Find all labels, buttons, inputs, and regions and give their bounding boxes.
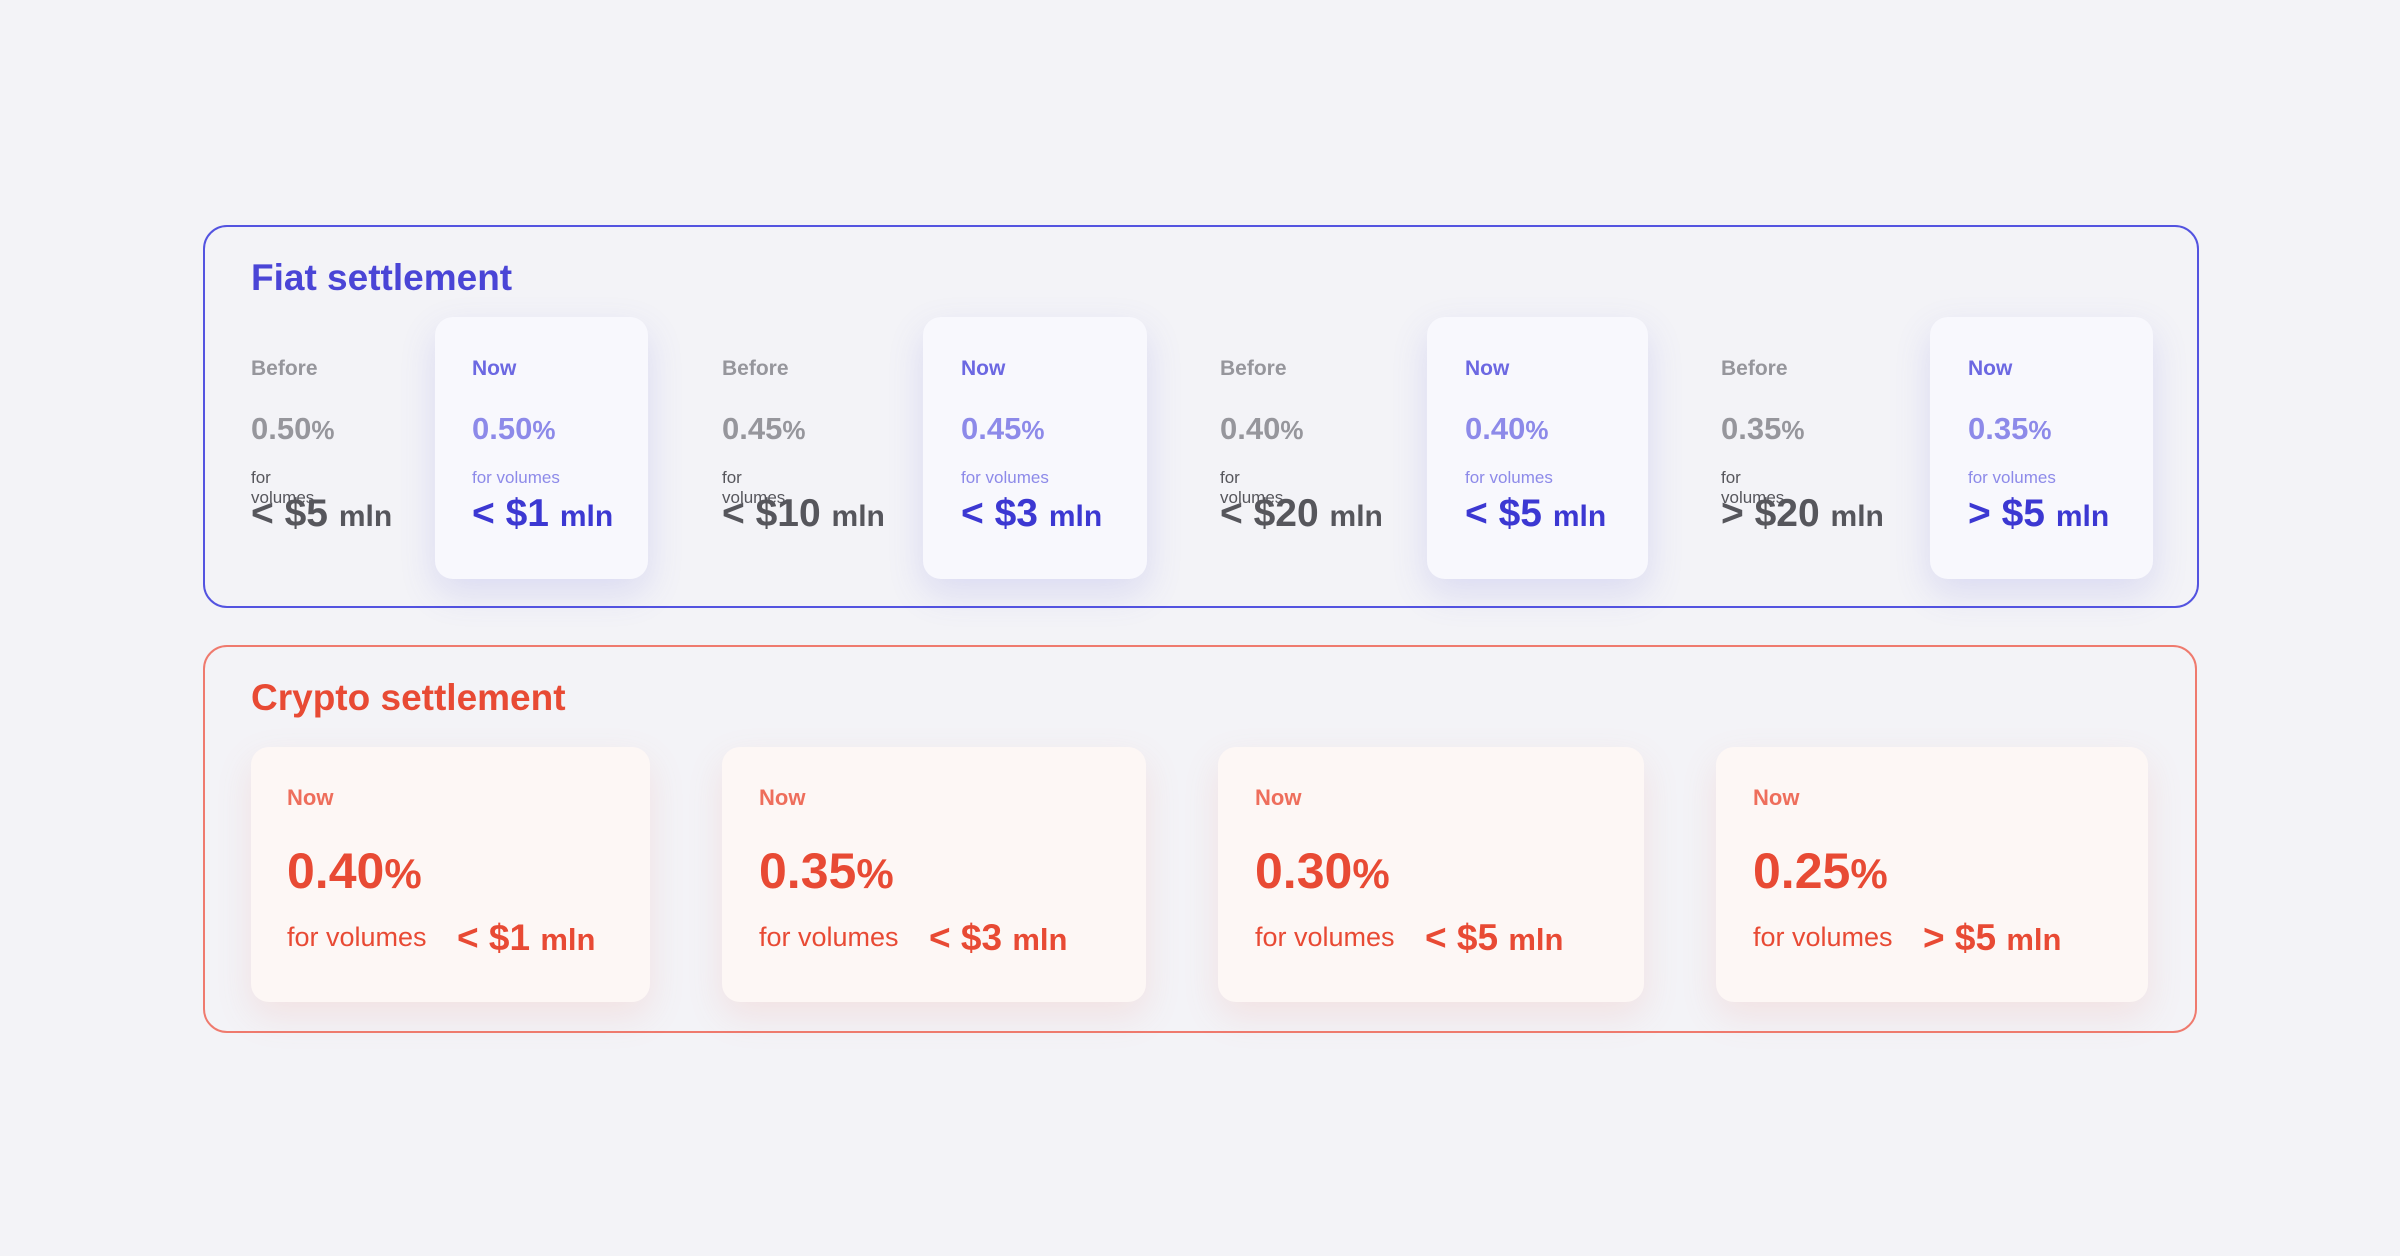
before-fee-percent: 0.35% — [1721, 411, 1805, 446]
volume-label: for volumes — [961, 468, 1049, 487]
before-label: Before — [1721, 357, 1788, 380]
now-label: Now — [961, 357, 1006, 380]
crypto-settlement-title: Crypto settlement — [251, 677, 566, 718]
before-label: Before — [1220, 357, 1287, 380]
fiat-now-card-2: Now 0.45% for volumes < $3 mln — [923, 317, 1147, 579]
volume-label: for volumes — [759, 922, 899, 952]
now-label: Now — [1465, 357, 1510, 380]
volume-threshold: > $5 mln — [1968, 492, 2110, 535]
before-fee-percent: 0.40% — [1220, 411, 1304, 446]
volume-label: for volumes — [251, 468, 315, 507]
crypto-now-card-1: Now 0.40% for volumes < $1 mln — [251, 747, 650, 1002]
volume-label: for volumes — [1465, 468, 1553, 487]
now-fee-percent: 0.25% — [1753, 843, 1888, 899]
fiat-now-card-4: Now 0.35% for volumes > $5 mln — [1930, 317, 2153, 579]
volume-threshold: < $5 mln — [251, 492, 393, 535]
now-label: Now — [1255, 785, 1302, 810]
now-fee-percent: 0.50% — [472, 411, 556, 446]
now-label: Now — [472, 357, 517, 380]
fiat-now-card-3: Now 0.40% for volumes < $5 mln — [1427, 317, 1648, 579]
volume-threshold: < $20 mln — [1220, 492, 1383, 535]
crypto-settlement-panel: Crypto settlement Now 0.40% for volumes … — [203, 645, 2197, 1033]
volume-threshold: > $5 mln — [1923, 917, 2062, 958]
volume-threshold: < $5 mln — [1465, 492, 1607, 535]
before-fee-percent: 0.45% — [722, 411, 806, 446]
crypto-now-card-3: Now 0.30% for volumes < $5 mln — [1218, 747, 1644, 1002]
volume-label: for volumes — [1753, 922, 1893, 952]
volume-threshold: < $3 mln — [929, 917, 1068, 958]
before-label: Before — [722, 357, 789, 380]
volume-label: for volumes — [1968, 468, 2056, 487]
volume-label: for volumes — [1721, 468, 1785, 507]
fiat-settlement-panel: Fiat settlement Before 0.50% for volumes… — [203, 225, 2199, 608]
volume-label: for volumes — [722, 468, 786, 507]
volume-threshold: < $3 mln — [961, 492, 1103, 535]
volume-threshold: < $1 mln — [457, 917, 596, 958]
fiat-settlement-title: Fiat settlement — [251, 257, 513, 298]
now-label: Now — [287, 785, 334, 810]
now-fee-percent: 0.35% — [759, 843, 894, 899]
now-fee-percent: 0.40% — [1465, 411, 1549, 446]
volume-label: for volumes — [472, 468, 560, 487]
now-fee-percent: 0.30% — [1255, 843, 1390, 899]
volume-label: for volumes — [1255, 922, 1395, 952]
before-label: Before — [251, 357, 318, 380]
volume-label: for volumes — [1220, 468, 1284, 507]
volume-threshold: < $1 mln — [472, 492, 614, 535]
now-fee-percent: 0.40% — [287, 843, 422, 899]
fiat-now-card-1: Now 0.50% for volumes < $1 mln — [435, 317, 648, 579]
volume-label: for volumes — [287, 922, 427, 952]
now-label: Now — [759, 785, 806, 810]
now-label: Now — [1968, 357, 2013, 380]
now-fee-percent: 0.35% — [1968, 411, 2052, 446]
before-fee-percent: 0.50% — [251, 411, 335, 446]
now-fee-percent: 0.45% — [961, 411, 1045, 446]
now-label: Now — [1753, 785, 1800, 810]
volume-threshold: > $20 mln — [1721, 492, 1884, 535]
volume-threshold: < $5 mln — [1425, 917, 1564, 958]
volume-threshold: < $10 mln — [722, 492, 885, 535]
crypto-now-card-4: Now 0.25% for volumes > $5 mln — [1716, 747, 2148, 1002]
crypto-now-card-2: Now 0.35% for volumes < $3 mln — [722, 747, 1146, 1002]
